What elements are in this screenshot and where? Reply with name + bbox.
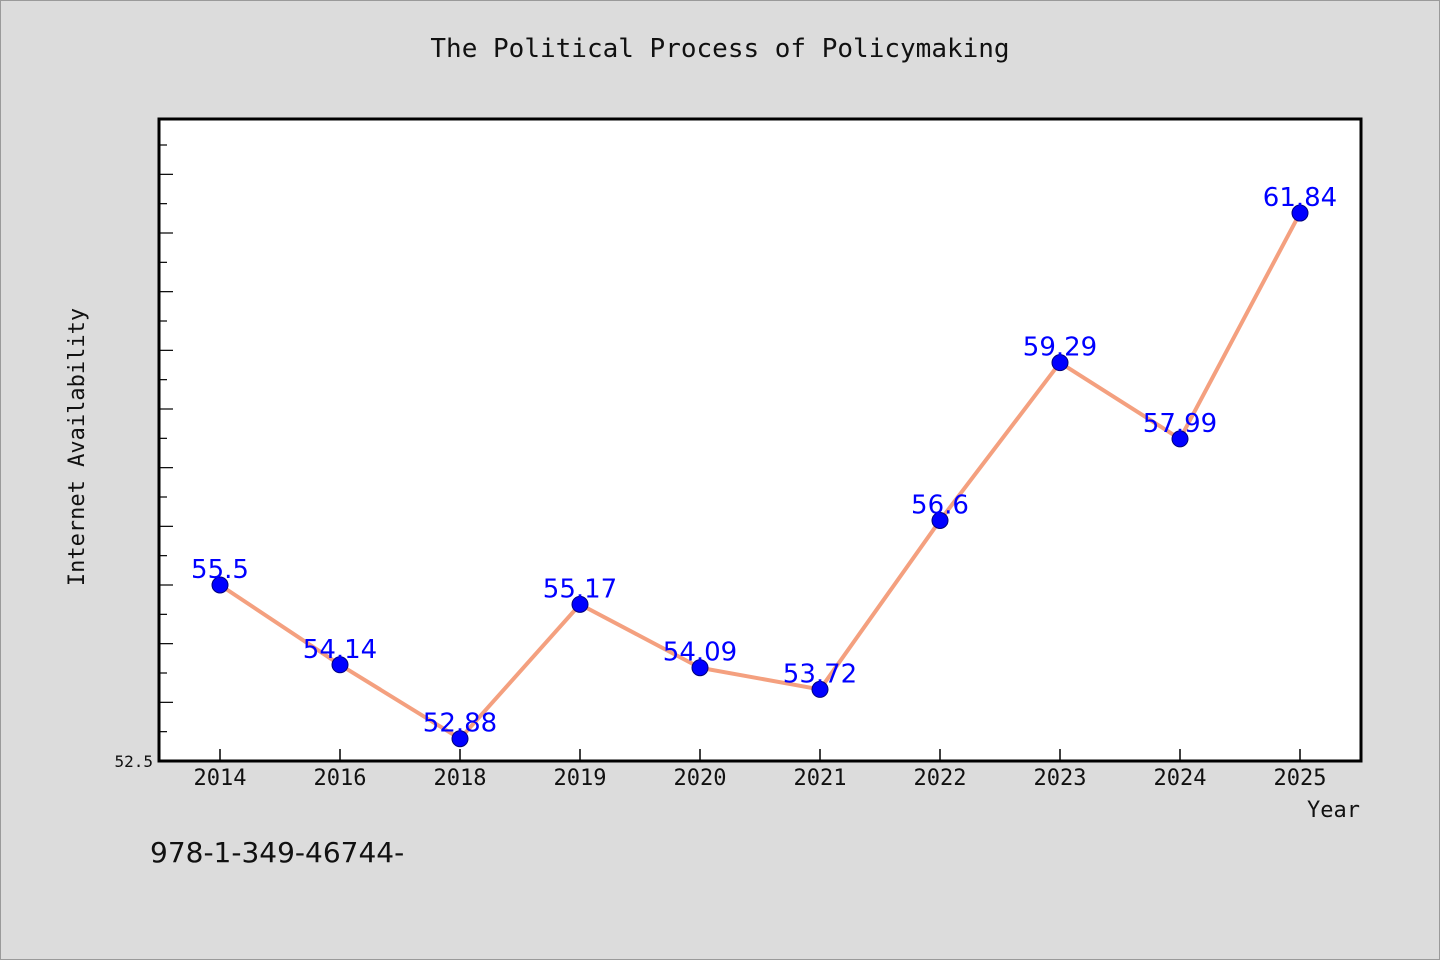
y-axis-label: Internet Availability [65,308,90,586]
data-point [451,730,469,748]
series-line [218,212,1302,741]
data-label: 59.29 [1023,333,1097,363]
x-tick-label: 2019 [554,766,607,791]
x-tick-label: 2025 [1274,766,1327,791]
x-tick-label: 2022 [914,766,967,791]
data-label: 55.17 [543,574,617,604]
data-label: 52.88 [423,709,497,739]
x-tick-label: 2014 [194,766,247,791]
x-tick-label: 2018 [434,766,487,791]
x-tick-label: 2016 [314,766,367,791]
plot-area [157,117,1363,763]
data-point [691,659,709,677]
x-axis-label: Year [1307,798,1360,823]
data-point [211,576,229,594]
data-point [1051,354,1069,372]
x-tick-label: 2021 [794,766,847,791]
data-label: 57.99 [1143,409,1217,439]
footer-text: 978-1-349-46744- [150,836,405,869]
data-label: 53.72 [783,659,857,689]
data-point [1171,430,1189,448]
data-label: 54.14 [303,635,377,665]
data-label: 56.6 [911,490,969,520]
data-label: 55.5 [191,555,249,585]
data-point [931,511,949,529]
x-tick-label: 2020 [674,766,727,791]
data-label: 61.84 [1263,183,1337,213]
y-axis-ticks: 52.5 [114,144,173,771]
data-point [1291,204,1309,222]
data-point [331,656,349,674]
x-tick-label: 2023 [1034,766,1087,791]
data-point [571,595,589,613]
x-tick-label: 2024 [1154,766,1207,791]
chart-title: The Political Process of Policymaking [430,34,1010,64]
data-point [811,680,829,698]
y-tick-label: 52.5 [114,752,153,771]
series-layer: 55.5 54.14 52.88 55.17 54.09 53.72 56.6 59.29 57… [191,183,1337,748]
data-label: 54.09 [663,638,737,668]
x-axis: 2014 2016 2018 2019 2020 2021 2022 2023 2024 2025 [194,749,1327,791]
